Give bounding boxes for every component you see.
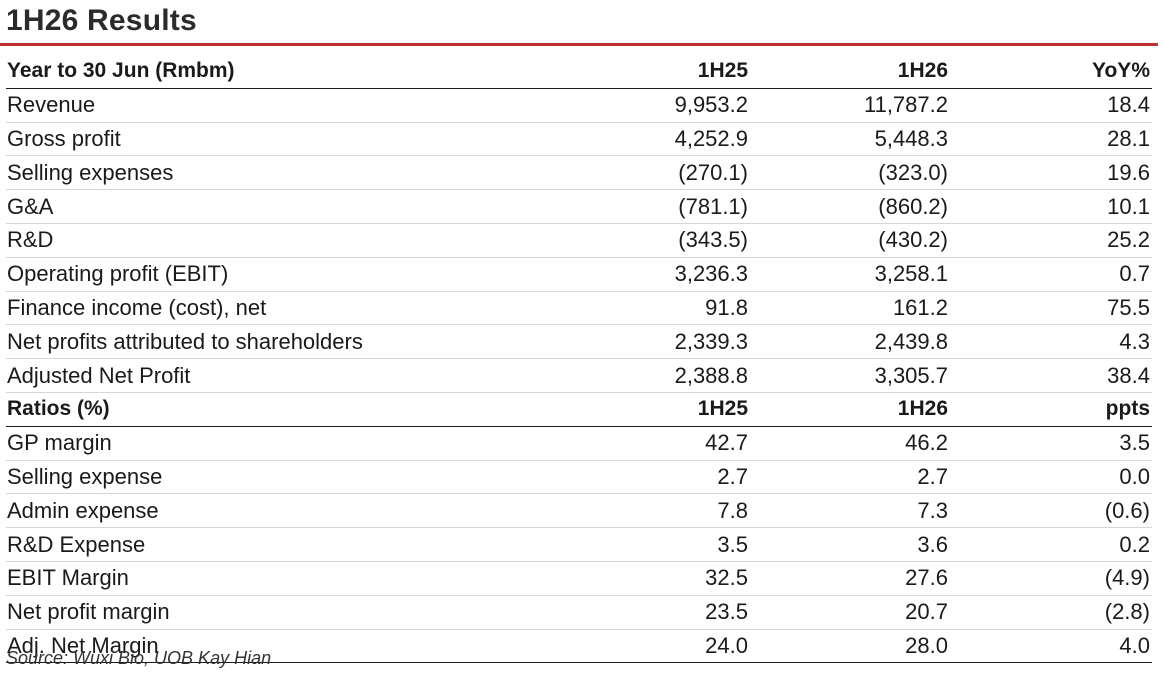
row-label: R&D	[6, 223, 606, 258]
cell-yoy: 38.4	[950, 358, 1152, 393]
cell-1h26: 3,258.1	[750, 257, 950, 292]
title-divider	[0, 43, 1158, 46]
cell-yoy: 75.5	[950, 291, 1152, 326]
header-col-yoy: YoY%	[950, 55, 1152, 89]
row-label: Adjusted Net Profit	[6, 358, 606, 393]
table-row: Selling expenses (270.1) (323.0) 19.6	[6, 155, 1152, 191]
cell-1h25: 91.8	[606, 291, 750, 326]
cell-1h26: 20.7	[750, 595, 950, 630]
cell-1h25: 3,236.3	[606, 257, 750, 292]
cell-ppts: (4.9)	[950, 561, 1152, 596]
row-label: Gross profit	[6, 122, 606, 157]
row-label: Net profit margin	[6, 595, 606, 630]
cell-ppts: 0.2	[950, 527, 1152, 562]
table-row: Net profit margin 23.5 20.7 (2.8)	[6, 595, 1152, 630]
cell-yoy: 19.6	[950, 155, 1152, 191]
table-row: GP margin 42.7 46.2 3.5	[6, 426, 1152, 461]
cell-ppts: 4.0	[950, 629, 1152, 664]
cell-1h26: 5,448.3	[750, 122, 950, 157]
cell-1h26: 3,305.7	[750, 358, 950, 393]
table-row: Selling expense 2.7 2.7 0.0	[6, 460, 1152, 495]
header-label: Year to 30 Jun (Rmbm)	[6, 55, 606, 89]
table-row: Net profits attributed to shareholders 2…	[6, 324, 1152, 360]
cell-1h25: (343.5)	[606, 223, 750, 258]
row-label: Revenue	[6, 88, 606, 123]
results-table: Year to 30 Jun (Rmbm) 1H25 1H26 YoY% Rev…	[6, 55, 1152, 664]
cell-1h26: (323.0)	[750, 155, 950, 191]
row-label: GP margin	[6, 426, 606, 461]
table-row: Finance income (cost), net 91.8 161.2 75…	[6, 291, 1152, 326]
table-row: Adj. Net Margin 24.0 28.0 4.0	[6, 629, 1152, 664]
cell-1h25: 42.7	[606, 426, 750, 461]
cell-yoy: 18.4	[950, 88, 1152, 123]
cell-1h25: 4,252.9	[606, 122, 750, 157]
cell-yoy: 28.1	[950, 122, 1152, 157]
table-row: Revenue 9,953.2 11,787.2 18.4	[6, 88, 1152, 123]
cell-1h25: 2,388.8	[606, 358, 750, 393]
ratios-header-col-ppts: ppts	[950, 391, 1152, 427]
ratios-header-col-1h26: 1H26	[750, 391, 950, 427]
cell-1h26: 2,439.8	[750, 324, 950, 360]
ratios-header-row: Ratios (%) 1H25 1H26 ppts	[6, 391, 1152, 427]
row-label: Adj. Net Margin	[6, 629, 606, 664]
row-label: Admin expense	[6, 493, 606, 529]
cell-1h25: 3.5	[606, 527, 750, 562]
cell-ppts: (2.8)	[950, 595, 1152, 630]
cell-1h26: (430.2)	[750, 223, 950, 258]
cell-1h26: 28.0	[750, 629, 950, 664]
row-label: Operating profit (EBIT)	[6, 257, 606, 292]
cell-1h26: 2.7	[750, 460, 950, 495]
cell-1h25: (270.1)	[606, 155, 750, 191]
header-col-1h26: 1H26	[750, 55, 950, 89]
cell-yoy: 10.1	[950, 189, 1152, 224]
cell-1h26: 7.3	[750, 493, 950, 529]
row-label: Selling expense	[6, 460, 606, 495]
table-row: Gross profit 4,252.9 5,448.3 28.1	[6, 122, 1152, 157]
cell-yoy: 25.2	[950, 223, 1152, 258]
cell-1h25: 23.5	[606, 595, 750, 630]
table-row: Adjusted Net Profit 2,388.8 3,305.7 38.4	[6, 358, 1152, 393]
cell-1h26: 3.6	[750, 527, 950, 562]
cell-1h26: 161.2	[750, 291, 950, 326]
page-title: 1H26 Results	[6, 4, 197, 37]
row-label: EBIT Margin	[6, 561, 606, 596]
table-row: EBIT Margin 32.5 27.6 (4.9)	[6, 561, 1152, 596]
table-row: Operating profit (EBIT) 3,236.3 3,258.1 …	[6, 257, 1152, 292]
cell-1h25: 2.7	[606, 460, 750, 495]
cell-yoy: 0.7	[950, 257, 1152, 292]
cell-1h26: 11,787.2	[750, 88, 950, 123]
cell-1h25: 24.0	[606, 629, 750, 664]
row-label: Finance income (cost), net	[6, 291, 606, 326]
cell-1h25: 2,339.3	[606, 324, 750, 360]
cell-1h25: (781.1)	[606, 189, 750, 224]
table-row: R&D Expense 3.5 3.6 0.2	[6, 527, 1152, 562]
ratios-header-label: Ratios (%)	[6, 391, 606, 427]
cell-ppts: 0.0	[950, 460, 1152, 495]
cell-ppts: (0.6)	[950, 493, 1152, 529]
table-header-row: Year to 30 Jun (Rmbm) 1H25 1H26 YoY%	[6, 55, 1152, 89]
ratios-header-col-1h25: 1H25	[606, 391, 750, 427]
cell-1h25: 9,953.2	[606, 88, 750, 123]
header-col-1h25: 1H25	[606, 55, 750, 89]
row-label: Net profits attributed to shareholders	[6, 324, 606, 360]
row-label: G&A	[6, 189, 606, 224]
cell-1h25: 7.8	[606, 493, 750, 529]
cell-ppts: 3.5	[950, 426, 1152, 461]
row-label: Selling expenses	[6, 155, 606, 191]
table-row: R&D (343.5) (430.2) 25.2	[6, 223, 1152, 258]
cell-1h26: (860.2)	[750, 189, 950, 224]
cell-1h26: 27.6	[750, 561, 950, 596]
table-row: Admin expense 7.8 7.3 (0.6)	[6, 493, 1152, 529]
source-note: Source: Wuxi Bio, UOB Kay Hian	[6, 648, 272, 668]
table-row: G&A (781.1) (860.2) 10.1	[6, 189, 1152, 224]
cell-1h25: 32.5	[606, 561, 750, 596]
row-label: R&D Expense	[6, 527, 606, 562]
cell-yoy: 4.3	[950, 324, 1152, 360]
cell-1h26: 46.2	[750, 426, 950, 461]
